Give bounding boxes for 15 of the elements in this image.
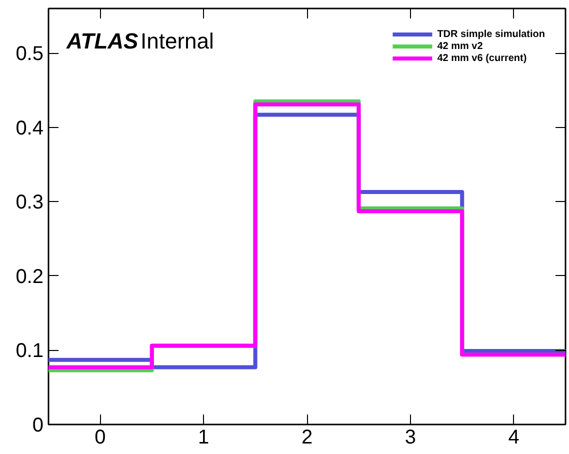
y-tick-label: 0.2 — [16, 266, 44, 288]
legend-label: 42 mm v6 (current) — [437, 52, 527, 64]
annotation: ATLAS — [66, 28, 139, 54]
x-tick-label: 0 — [94, 426, 106, 448]
x-tick-label: 1 — [198, 426, 210, 448]
x-tick-label: 4 — [508, 426, 520, 448]
y-tick-label: 0.3 — [16, 192, 44, 214]
y-tick-label: 0.1 — [16, 340, 44, 362]
x-tick-label: 2 — [301, 426, 313, 448]
x-tick-label: 3 — [404, 426, 416, 448]
y-tick-label: 0.4 — [16, 117, 44, 140]
y-tick-label: 0.5 — [16, 43, 44, 66]
legend-label: 42 mm v2 — [437, 40, 483, 52]
annotation: Internal — [140, 28, 214, 54]
legend-label: TDR simple simulation — [437, 28, 545, 40]
